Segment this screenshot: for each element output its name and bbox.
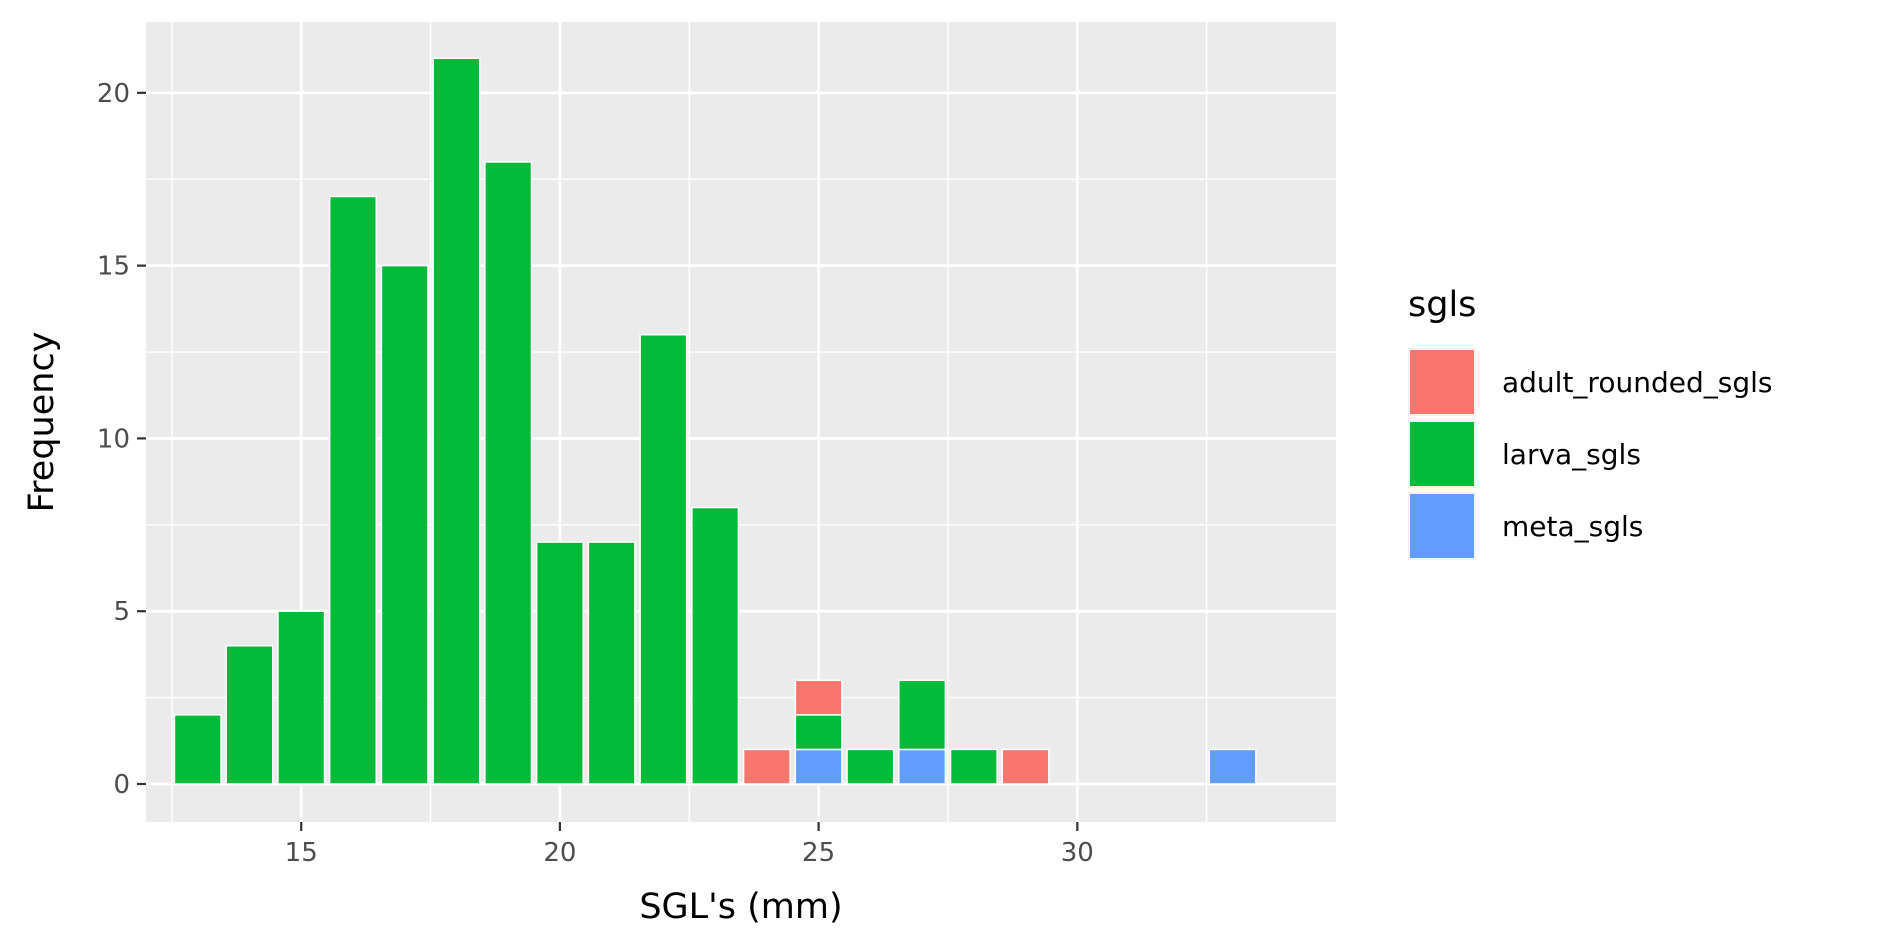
x-axis-title: SGL's (mm) xyxy=(639,887,842,927)
y-tick-label: 15 xyxy=(97,252,130,282)
legend: sgls adult_rounded_sgls larva_sgls meta_sg… xyxy=(1408,285,1772,560)
bar-larva_sgls-16 xyxy=(328,195,377,785)
bar-meta_sgls-33 xyxy=(1208,748,1257,785)
bar-larva_sgls-22 xyxy=(639,333,688,785)
bar-larva_sgls-17 xyxy=(380,264,429,785)
y-tick-label: 20 xyxy=(97,79,130,109)
bar-larva_sgls-13 xyxy=(173,714,222,785)
bar-larva_sgls-25 xyxy=(794,714,843,751)
y-axis: 0 5 10 15 20 xyxy=(97,79,146,800)
bar-larva_sgls-23 xyxy=(691,506,740,785)
bar-larva_sgls-28 xyxy=(949,748,998,785)
bar-meta_sgls-27 xyxy=(898,748,947,785)
x-tick-label: 15 xyxy=(285,838,318,868)
bar-adult_rounded_sgls-29 xyxy=(1001,748,1050,785)
bars xyxy=(173,57,1257,785)
bar-larva_sgls-19 xyxy=(484,161,533,785)
legend-label-meta_sgls: meta_sgls xyxy=(1502,510,1643,543)
legend-swatch-meta_sgls xyxy=(1410,494,1474,558)
x-tick-label: 30 xyxy=(1061,838,1094,868)
bar-larva_sgls-27 xyxy=(898,679,947,751)
y-axis-title: Frequency xyxy=(22,332,62,513)
y-tick-label: 10 xyxy=(97,424,130,454)
y-tick-label: 0 xyxy=(113,770,130,800)
legend-title: sgls xyxy=(1408,285,1476,325)
bar-larva_sgls-21 xyxy=(587,541,636,785)
bar-meta_sgls-25 xyxy=(794,748,843,785)
y-tick-label: 5 xyxy=(113,597,130,627)
x-axis: 15 20 25 30 xyxy=(285,822,1094,868)
legend-swatch-adult_rounded_sgls xyxy=(1410,350,1474,414)
bar-larva_sgls-18 xyxy=(432,57,481,785)
bar-larva_sgls-15 xyxy=(277,610,326,785)
bar-larva_sgls-14 xyxy=(225,645,274,785)
legend-swatch-larva_sgls xyxy=(1410,422,1474,486)
bar-larva_sgls-26 xyxy=(846,748,895,785)
x-tick-label: 20 xyxy=(543,838,576,868)
bar-larva_sgls-20 xyxy=(535,541,584,785)
legend-label-adult_rounded_sgls: adult_rounded_sgls xyxy=(1502,366,1772,399)
bar-adult_rounded_sgls-25 xyxy=(794,679,843,716)
legend-label-larva_sgls: larva_sgls xyxy=(1502,438,1641,471)
x-tick-label: 25 xyxy=(802,838,835,868)
bar-adult_rounded_sgls-24 xyxy=(742,748,791,785)
